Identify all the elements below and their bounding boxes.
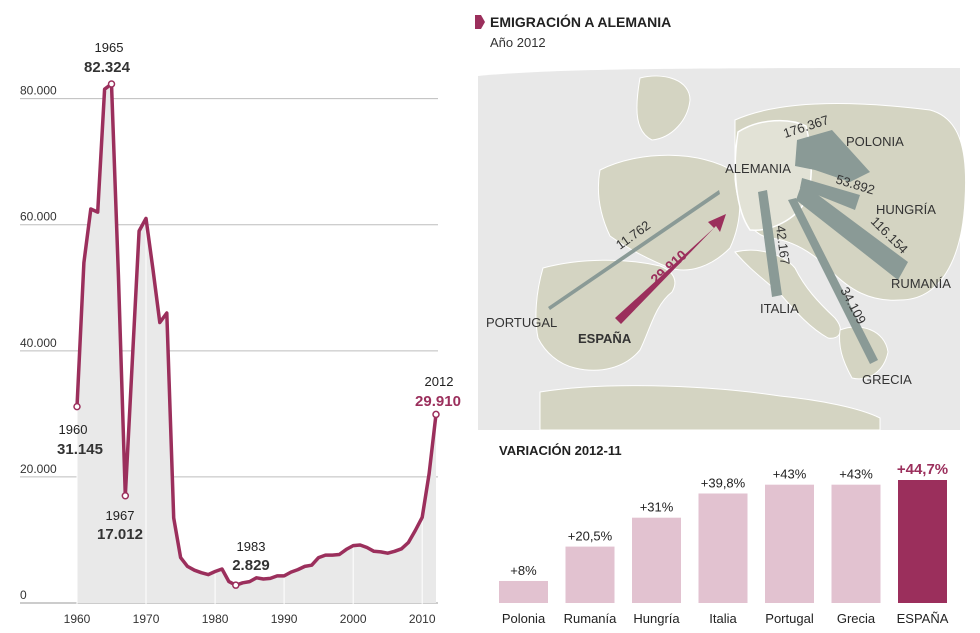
flow-italia-value: 42.167 [773, 225, 793, 266]
point-marker-1967 [121, 492, 130, 500]
france-land [597, 154, 741, 271]
bar-category-label: Italia [709, 611, 737, 626]
line-chart: 0 20.000 40.000 60.000 80.000 1960 1970 1980 199… [20, 40, 461, 626]
y-tick-label: 60.000 [20, 210, 57, 224]
area-fill [77, 84, 436, 603]
x-tick-label: 1990 [271, 612, 298, 626]
britain-land [636, 75, 691, 141]
arrow-espana [615, 214, 726, 324]
bar-category-label: Polonia [502, 611, 546, 626]
arrow-hungria [800, 178, 860, 210]
annotation-1967-value: 17.012 [97, 526, 143, 543]
arrow-italia [758, 190, 782, 297]
bar-category-label: ESPAÑA [897, 611, 949, 626]
label-alemania: ALEMANIA [725, 161, 791, 176]
variation-bar-chart: +8% Polonia +20,5% Rumanía +31% Hungría +39,8%… [499, 461, 949, 626]
point-markers [73, 80, 440, 589]
annotation-1967-year: 1967 [106, 508, 135, 523]
bar-category-label: Grecia [837, 611, 876, 626]
annotation-1960-value: 31.145 [57, 441, 103, 458]
point-marker-1983 [232, 581, 240, 589]
bar-portugal [765, 484, 814, 603]
bar-value-label: +20,5% [568, 529, 613, 544]
y-tick-label: 20.000 [20, 462, 57, 476]
label-italia: ITALIA [760, 301, 799, 316]
annotation-2012-value: 29.910 [415, 393, 461, 410]
bar-hungría [632, 517, 681, 603]
annotation-1965-year: 1965 [95, 40, 124, 55]
north-africa-land [539, 385, 881, 431]
label-hungria: HUNGRÍA [876, 202, 936, 217]
x-grid [76, 218, 423, 607]
bar-value-label: +44,7% [897, 461, 948, 478]
arrow-rumania [796, 183, 908, 280]
label-polonia: POLONIA [846, 134, 904, 149]
arrow-portugal [548, 190, 720, 310]
series-line [75, 82, 438, 587]
bar-category-label: Portugal [765, 611, 814, 626]
annotation-2012-year: 2012 [425, 374, 454, 389]
point-marker-1965 [107, 80, 116, 88]
y-tick-label: 0 [20, 588, 27, 602]
point-marker-2012 [432, 410, 440, 419]
y-tick-label: 40.000 [20, 336, 57, 350]
annotation-1960-year: 1960 [59, 422, 88, 437]
bar-value-label: +43% [839, 467, 873, 482]
x-tick-label: 1970 [133, 612, 160, 626]
bar-italia [698, 493, 748, 603]
annotation-1983-year: 1983 [237, 539, 266, 554]
arrow-grecia [788, 198, 878, 364]
bar-polonia [499, 580, 548, 603]
y-tick-label: 80.000 [20, 84, 57, 98]
variation-title: VARIACIÓN 2012-11 [499, 443, 622, 458]
map-title: EMIGRACIÓN A ALEMANIA [490, 13, 671, 30]
annotation-1983-value: 2.829 [232, 557, 270, 574]
bar-category-label: Rumanía [564, 611, 618, 626]
bar-rumanía [565, 546, 615, 603]
x-tick-label: 2000 [340, 612, 367, 626]
axis-ticks: 0 20.000 40.000 60.000 80.000 1960 1970 1980 199… [20, 84, 436, 626]
label-rumania: RUMANÍA [891, 276, 951, 291]
bar-value-label: +39,8% [701, 475, 746, 490]
x-tick-label: 1960 [64, 612, 91, 626]
x-tick-label: 1980 [202, 612, 229, 626]
bar-españa [898, 480, 947, 603]
bar-value-label: +43% [773, 467, 807, 482]
europe-map: ALEMANIA POLONIA HUNGRÍA RUMANÍA ITALIA … [478, 68, 967, 431]
label-portugal: PORTUGAL [486, 315, 557, 330]
label-grecia: GRECIA [862, 372, 912, 387]
bar-value-label: +8% [510, 563, 537, 578]
map-header: EMIGRACIÓN A ALEMANIA Año 2012 [475, 13, 671, 50]
map-subtitle: Año 2012 [490, 35, 546, 50]
greece-land [839, 326, 889, 380]
x-tick-label: 2010 [409, 612, 436, 626]
bar-value-label: +31% [640, 500, 674, 515]
label-espana: ESPAÑA [578, 331, 632, 346]
flow-arrows [548, 130, 908, 364]
bar-grecia [831, 484, 881, 603]
point-marker-1960 [73, 402, 81, 411]
arrow-polonia [795, 130, 870, 182]
iberia-land [535, 259, 676, 371]
annotation-1965-value: 82.324 [84, 59, 131, 76]
bar-category-label: Hungría [633, 611, 680, 626]
title-marker-icon [475, 15, 485, 29]
